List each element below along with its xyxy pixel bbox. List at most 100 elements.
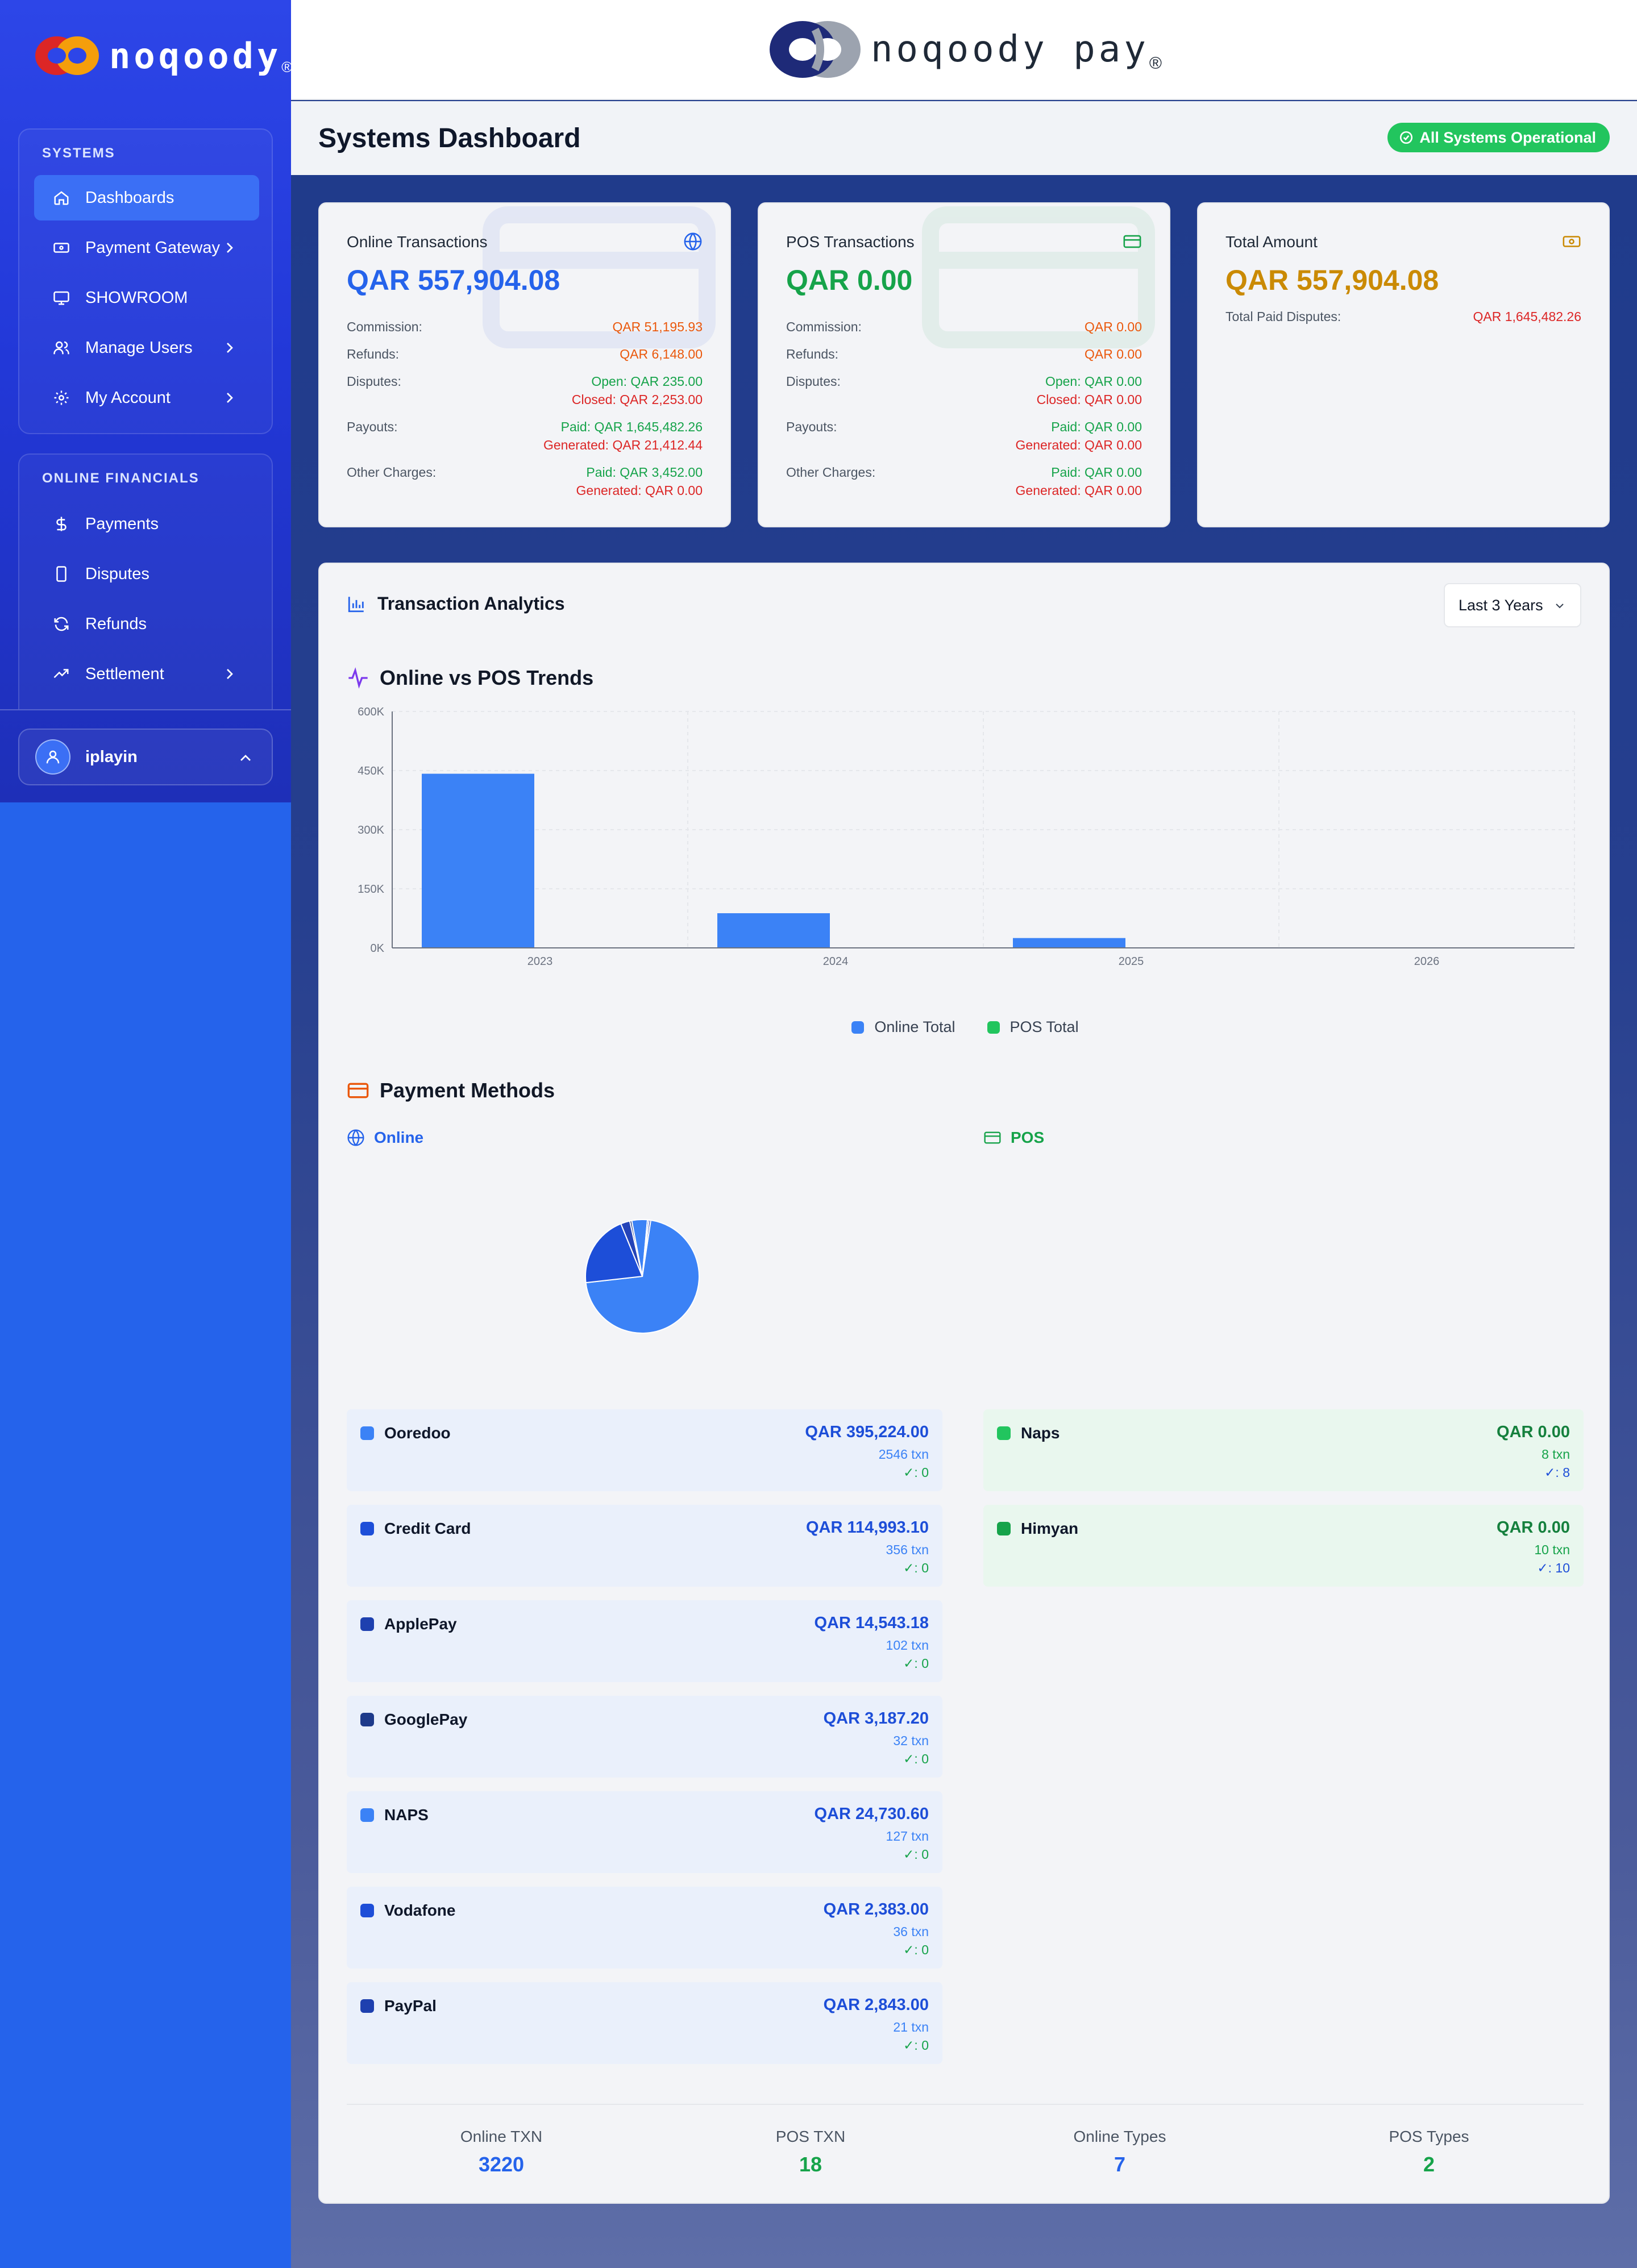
method-success-count: ✓: 0 (903, 1751, 929, 1766)
method-color-dot (360, 1426, 374, 1440)
sidebar-item-disputes[interactable]: Disputes (34, 551, 259, 597)
disputes-open-value: Open: QAR 235.00 (591, 374, 703, 389)
method-success-count: ✓: 0 (903, 1656, 929, 1671)
method-amount: QAR 2,383.00 (823, 1900, 929, 1919)
top-bar: noqoody pay ® (291, 0, 1637, 100)
method-row-pos-naps[interactable]: Naps QAR 0.00 8 txn ✓: 8 (983, 1409, 1584, 1491)
other-charges-label: Other Charges: (347, 465, 437, 480)
gateway-icon (52, 239, 70, 257)
other-charges-generated-value: Generated: QAR 0.00 (576, 483, 703, 498)
sidebar-item-payment-gateway[interactable]: Payment Gateway (34, 225, 259, 271)
method-txn-count: 102 txn (886, 1638, 929, 1653)
legend-label: Online Total (874, 1018, 955, 1035)
other-charges-label: Other Charges: (786, 465, 876, 480)
user-name: iplayin (85, 747, 138, 766)
trending-up-icon (52, 665, 70, 683)
x-tick-label: 2024 (823, 955, 849, 968)
user-menu[interactable]: iplayin (18, 729, 273, 785)
bar-online (1013, 938, 1125, 948)
globe-icon (683, 232, 703, 251)
method-color-dot (997, 1522, 1011, 1535)
summary-value: 3220 (478, 2153, 525, 2176)
card-watermark-icon (483, 206, 716, 348)
other-charges-paid-value: Paid: QAR 3,452.00 (586, 465, 703, 480)
sidebar-item-settlement[interactable]: Settlement (34, 651, 259, 697)
user-avatar-icon (35, 739, 70, 775)
sidebar-item-label: Disputes (85, 564, 149, 583)
chart-legend: Online Total POS Total (319, 1018, 1609, 1036)
sidebar-heading-online-financials: ONLINE FINANCIALS (42, 471, 200, 486)
refunds-value: QAR 6,148.00 (620, 347, 703, 361)
chevron-down-icon (1553, 599, 1567, 613)
method-amount: QAR 24,730.60 (814, 1805, 929, 1823)
disputes-label: Disputes: (786, 374, 841, 389)
method-color-dot (360, 1904, 374, 1917)
method-row-naps[interactable]: NAPS QAR 24,730.60 127 txn ✓: 0 (347, 1791, 942, 1873)
credit-card-icon (1123, 232, 1142, 251)
brand-wordmark: noqoody (109, 35, 282, 77)
method-success-count: ✓: 0 (903, 1465, 929, 1480)
noqoody-logo-mark (32, 28, 102, 83)
legend-item-online[interactable]: Online Total (851, 1018, 955, 1036)
method-row-paypal[interactable]: PayPal QAR 2,843.00 21 txn ✓: 0 (347, 1982, 942, 2064)
credit-card-icon (983, 1129, 1002, 1147)
sidebar-divider (0, 709, 291, 710)
card-title: Online Transactions (347, 233, 488, 251)
method-amount: QAR 114,993.10 (805, 1518, 929, 1537)
payouts-generated-value: Generated: QAR 21,412.44 (543, 438, 703, 452)
pie-slice-credit-card[interactable] (585, 1223, 643, 1284)
x-tick-label: 2026 (1414, 955, 1440, 968)
status-text: All Systems Operational (1419, 128, 1596, 146)
refresh-icon (52, 615, 70, 633)
bar-chart-icon (347, 594, 366, 614)
date-range-select[interactable]: Last 3 Years (1444, 583, 1581, 627)
dollar-icon (52, 515, 70, 533)
trends-heading: Online vs POS Trends (347, 666, 593, 690)
title-bar: Systems Dashboard All Systems Operationa… (291, 101, 1637, 175)
disputes-closed-value: Closed: QAR 0.00 (1036, 392, 1142, 407)
method-row-vodafone[interactable]: Vodafone QAR 2,383.00 36 txn ✓: 0 (347, 1887, 942, 1969)
sidebar-item-dashboards[interactable]: Dashboards (34, 175, 259, 220)
sidebar-item-showroom[interactable]: SHOWROOM (34, 275, 259, 321)
sidebar-item-label: My Account (85, 388, 171, 407)
y-tick-label: 0K (371, 942, 385, 955)
method-row-googlepay[interactable]: GooglePay QAR 3,187.20 32 txn ✓: 0 (347, 1696, 942, 1778)
card-amount: QAR 557,904.08 (1225, 264, 1439, 296)
method-color-dot (360, 1522, 374, 1535)
method-row-ooredoo[interactable]: Ooredoo QAR 395,224.00 2546 txn ✓: 0 (347, 1409, 942, 1491)
legend-item-pos[interactable]: POS Total (987, 1018, 1079, 1036)
sidebar-item-refunds[interactable]: Refunds (34, 601, 259, 647)
method-success-count: ✓: 10 (1537, 1560, 1570, 1575)
method-name: PayPal (384, 1997, 437, 2015)
pos-transactions-card: POS Transactions QAR 0.00 Commission: QA… (758, 202, 1170, 527)
other-charges-generated-value: Generated: QAR 0.00 (1015, 483, 1142, 498)
pie-slice-paypal[interactable] (642, 1219, 652, 1277)
method-row-pos-himyan[interactable]: Himyan QAR 0.00 10 txn ✓: 10 (983, 1505, 1584, 1587)
method-name: Credit Card (384, 1520, 471, 1537)
brand-registered: ® (281, 58, 293, 76)
method-name: GooglePay (384, 1711, 468, 1728)
payouts-label: Payouts: (347, 419, 398, 434)
method-name: Naps (1021, 1424, 1060, 1442)
method-row-applepay[interactable]: ApplePay QAR 14,543.18 102 txn ✓: 0 (347, 1600, 942, 1682)
sidebar-group-systems: SYSTEMS Dashboards Payment Gateway SHOWR… (18, 128, 273, 434)
main-content: noqoody pay ® Systems Dashboard All Syst… (291, 0, 1637, 2268)
sidebar-item-manage-users[interactable]: Manage Users (34, 325, 259, 371)
sidebar: noqoody ® SYSTEMS Dashboards Payment Gat… (0, 0, 292, 2268)
method-row-credit-card[interactable]: Credit Card QAR 114,993.10 356 txn ✓: 0 (347, 1505, 942, 1587)
noqoody-pay-logo-mark (766, 18, 864, 81)
sidebar-item-my-account[interactable]: My Account (34, 375, 259, 421)
commission-value: QAR 51,195.93 (612, 319, 703, 334)
method-txn-count: 127 txn (886, 1829, 929, 1843)
sidebar-logo[interactable]: noqoody ® (32, 28, 292, 83)
sidebar-item-payments[interactable]: Payments (34, 501, 259, 547)
method-amount: QAR 3,187.20 (823, 1709, 929, 1728)
sidebar-item-label: Refunds (85, 614, 147, 633)
method-name: Ooredoo (384, 1424, 451, 1442)
payouts-paid-value: Paid: QAR 0.00 (1051, 419, 1142, 434)
method-amount: QAR 0.00 (1497, 1518, 1570, 1537)
y-tick-label: 450K (358, 765, 384, 777)
payment-methods-heading: Payment Methods (347, 1079, 555, 1102)
commission-label: Commission: (347, 319, 422, 334)
sidebar-panel (0, 0, 291, 802)
